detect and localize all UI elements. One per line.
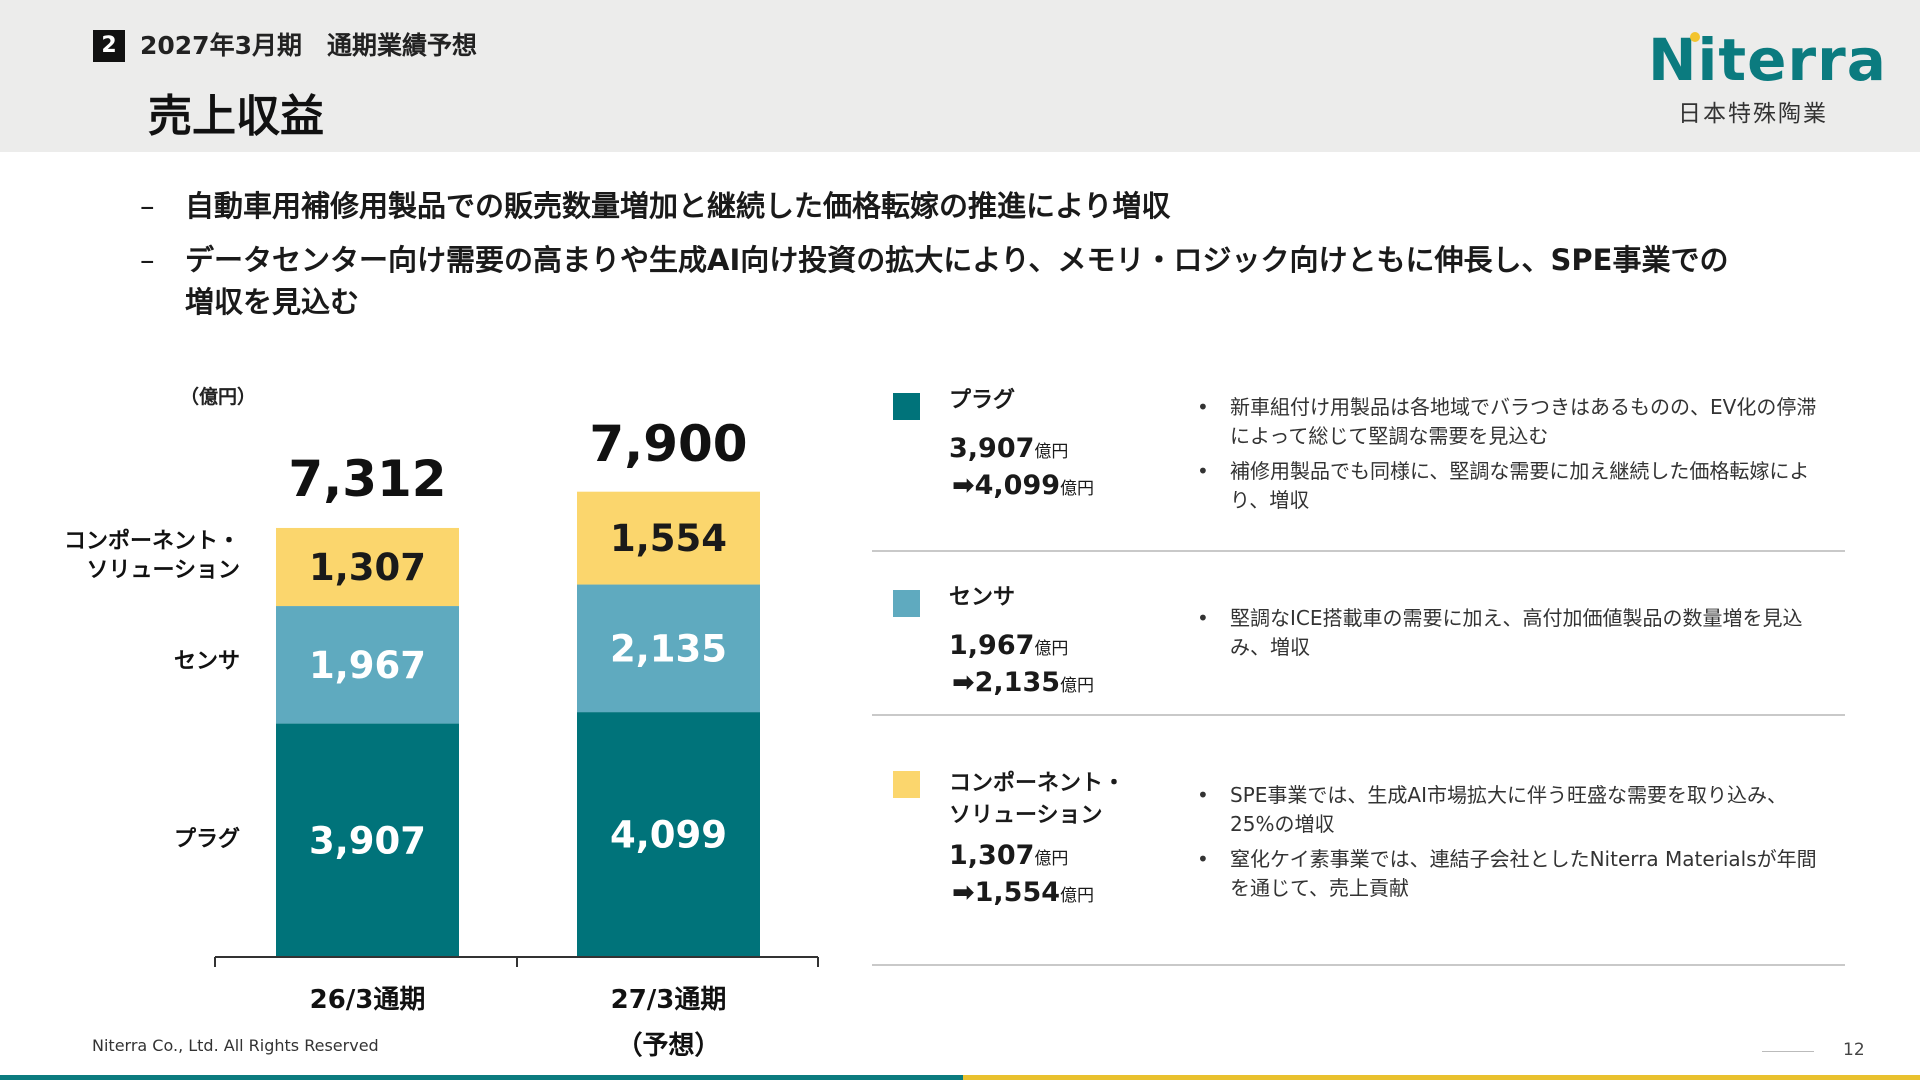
- section-number-badge: 2: [93, 30, 125, 62]
- segment-value-to: ➡1,554億円: [952, 877, 1094, 908]
- segment-name: コンポーネント・ ソリューション: [949, 771, 1126, 828]
- note-item: 補修用製品でも同様に、堅調な需要に加え継続した価格転嫁により、増収: [1197, 457, 1817, 515]
- x-tick-label: （予想）: [616, 1031, 720, 1061]
- segment-name: センサ: [949, 585, 1016, 610]
- logo-wordmark: Niterra: [1648, 26, 1887, 94]
- note-item: 新車組付け用製品は各地域でバラつきはあるものの、EV化の停滞によって総じて堅調な…: [1197, 393, 1817, 451]
- divider: [872, 964, 1845, 966]
- legend-swatch-sensor: [893, 590, 920, 617]
- segment-panel-sensor: センサ 1,967億円 ➡2,135億円 堅調なICE搭載車の需要に加え、高付加…: [872, 582, 1845, 722]
- segment-notes: 新車組付け用製品は各地域でバラつきはあるものの、EV化の停滞によって総じて堅調な…: [1197, 393, 1817, 521]
- unit-text: 億円: [1060, 676, 1095, 696]
- unit-text: 億円: [1034, 849, 1069, 869]
- dash-marker: –: [140, 189, 155, 223]
- value-to-text: ➡4,099: [952, 470, 1061, 501]
- segment-notes: SPE事業では、生成AI市場拡大に伴う旺盛な需要を取り込み、25%の増収 窒化ケ…: [1197, 781, 1817, 909]
- revenue-stacked-bar-chart: 3,907 1,967 1,307 7,312 26/3通期 4,099 2,135 1,55…: [64, 385, 819, 1061]
- series-label: コンポーネント・: [64, 528, 240, 554]
- bar-value-label: 1,967: [309, 644, 426, 687]
- note-item: 堅調なICE搭載車の需要に加え、高付加価値製品の数量増を見込み、増収: [1197, 604, 1817, 662]
- header-band: 2 2027年3月期 通期業績予想 売上収益 Niterra 日本特殊陶業: [0, 0, 1920, 152]
- bar-segment: [577, 584, 760, 713]
- value-from-text: 1,967: [949, 630, 1035, 661]
- value-from-text: 1,307: [949, 840, 1035, 871]
- series-label: センサ: [174, 649, 240, 674]
- bar-segment: [276, 606, 459, 724]
- note-item: 窒化ケイ素事業では、連結子会社としたNiterra Materialsが年間を通…: [1197, 845, 1817, 903]
- copyright-text: Niterra Co., Ltd. All Rights Reserved: [92, 1036, 379, 1055]
- summary-bullet-text: 自動車用補修用製品での販売数量増加と継続した価格転嫁の推進により増収: [185, 189, 1171, 223]
- logo-subtext: 日本特殊陶業: [1678, 101, 1828, 127]
- page-title: 売上収益: [148, 91, 324, 142]
- segment-panel-components: コンポーネント・ ソリューション 1,307億円 ➡1,554億円 SPE事業で…: [872, 768, 1845, 968]
- summary-bullets: – 自動車用補修用製品での販売数量増加と継続した価格転嫁の推進により増収 – デ…: [140, 185, 1840, 335]
- summary-bullet: – データセンター向け需要の高まりや生成AI向け投資の拡大により、メモリ・ロジッ…: [140, 239, 1745, 323]
- segment-value-to: ➡2,135億円: [952, 667, 1094, 698]
- legend-swatch-components: [893, 771, 920, 798]
- unit-text: 億円: [1060, 886, 1095, 906]
- segment-notes: 堅調なICE搭載車の需要に加え、高付加価値製品の数量増を見込み、増収: [1197, 604, 1817, 668]
- summary-bullet: – 自動車用補修用製品での販売数量増加と継続した価格転嫁の推進により増収: [140, 185, 1840, 227]
- divider: [872, 550, 1845, 552]
- bar-value-label: 1,307: [309, 546, 426, 589]
- series-label: ソリューション: [86, 558, 240, 583]
- logo-dot-icon: [1690, 32, 1700, 42]
- bar-total-label: 7,312: [288, 450, 446, 508]
- unit-text: 億円: [1060, 479, 1095, 499]
- bar-total-label: 7,900: [589, 415, 747, 473]
- value-to-text: ➡2,135: [952, 667, 1061, 698]
- bar-segment: [276, 527, 459, 607]
- dash-marker: –: [140, 243, 155, 277]
- niterra-logo: Niterra 日本特殊陶業: [1648, 30, 1886, 127]
- value-to-text: ➡1,554: [952, 877, 1061, 908]
- summary-bullet-text: データセンター向け需要の高まりや生成AI向け投資の拡大により、メモリ・ロジック向…: [185, 243, 1729, 319]
- segment-value-from: 1,967億円: [949, 630, 1068, 661]
- segment-value-from: 1,307億円: [949, 840, 1068, 871]
- page-number: 12: [1843, 1040, 1865, 1060]
- legend-swatch-plug: [893, 393, 920, 420]
- bar-value-label: 3,907: [309, 819, 426, 862]
- segment-panel-plug: プラグ 3,907億円 ➡4,099億円 新車組付け用製品は各地域でバラつきはあ…: [872, 385, 1845, 555]
- bar-segment: [577, 712, 760, 957]
- bar-value-label: 1,554: [610, 517, 727, 560]
- x-tick-label: 27/3通期: [611, 985, 727, 1015]
- segment-value-from: 3,907億円: [949, 433, 1068, 464]
- value-from-text: 3,907: [949, 433, 1035, 464]
- unit-text: 億円: [1034, 442, 1069, 462]
- x-tick-label: 26/3通期: [310, 985, 426, 1015]
- unit-label: （億円）: [180, 385, 256, 408]
- unit-text: 億円: [1034, 639, 1069, 659]
- segment-value-to: ➡4,099億円: [952, 470, 1094, 501]
- segment-name: プラグ: [949, 388, 1016, 413]
- divider: [872, 714, 1845, 716]
- bar-value-label: 2,135: [610, 627, 727, 670]
- bottom-bar-teal: [0, 1075, 963, 1080]
- bar-value-label: 4,099: [610, 814, 727, 857]
- bar-segment: [276, 723, 459, 957]
- series-label: プラグ: [174, 826, 240, 852]
- page-number-rule: [1762, 1051, 1814, 1052]
- bar-segment: [577, 491, 760, 585]
- note-item: SPE事業では、生成AI市場拡大に伴う旺盛な需要を取り込み、25%の増収: [1197, 781, 1817, 839]
- bottom-bar-gold: [963, 1075, 1920, 1080]
- section-title: 2027年3月期 通期業績予想: [140, 31, 477, 60]
